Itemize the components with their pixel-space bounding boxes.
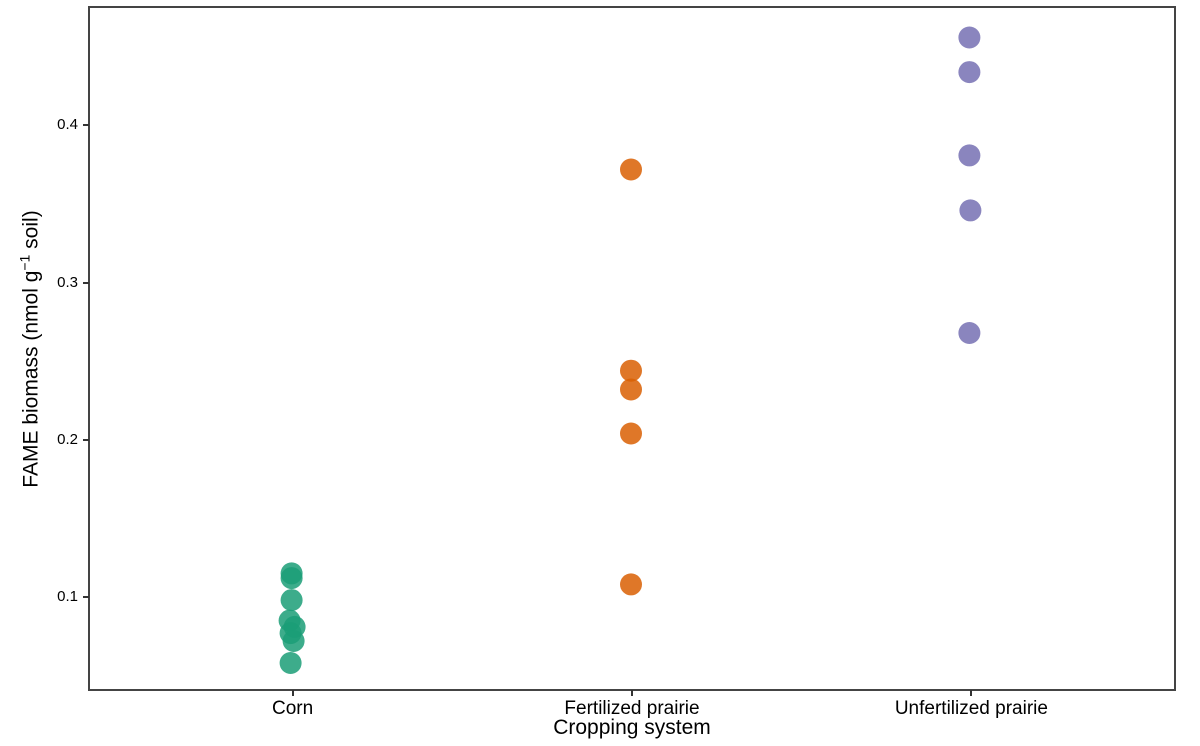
data-point <box>280 589 303 612</box>
data-point <box>959 199 982 222</box>
data-point <box>279 652 302 674</box>
data-point <box>282 630 305 652</box>
y-tick-mark <box>83 438 89 441</box>
x-tick-mark <box>291 690 294 696</box>
y-tick-label: 0.4 <box>57 116 78 134</box>
y-axis-title-suffix: soil) <box>20 209 44 255</box>
y-axis-title-prefix: FAME biomass (nmol g <box>20 270 44 488</box>
y-tick-label: 0.3 <box>57 273 78 291</box>
y-axis-title-superscript: −1 <box>17 254 34 271</box>
data-point <box>958 144 981 167</box>
data-point <box>620 359 642 382</box>
x-axis-title: Cropping system <box>553 716 711 739</box>
x-tick-mark <box>631 690 633 696</box>
data-point <box>620 378 642 401</box>
y-tick-label: 0.2 <box>57 430 78 448</box>
data-point <box>620 422 642 445</box>
x-tick-label: Fertilized prairie <box>564 698 700 719</box>
y-tick-label: 0.1 <box>57 588 78 605</box>
x-tick-label: Unfertilized prairie <box>894 698 1048 719</box>
data-point <box>958 26 981 49</box>
data-points-layer <box>278 26 982 674</box>
y-tick-mark <box>83 596 89 598</box>
data-point <box>620 573 642 596</box>
data-point <box>620 158 642 181</box>
data-point <box>280 567 303 590</box>
data-point <box>958 61 981 84</box>
y-tick-mark <box>83 124 89 127</box>
y-tick-mark <box>83 281 89 284</box>
x-tick-label: Corn <box>272 698 314 719</box>
x-tick-mark <box>970 690 973 696</box>
data-point <box>958 322 981 344</box>
